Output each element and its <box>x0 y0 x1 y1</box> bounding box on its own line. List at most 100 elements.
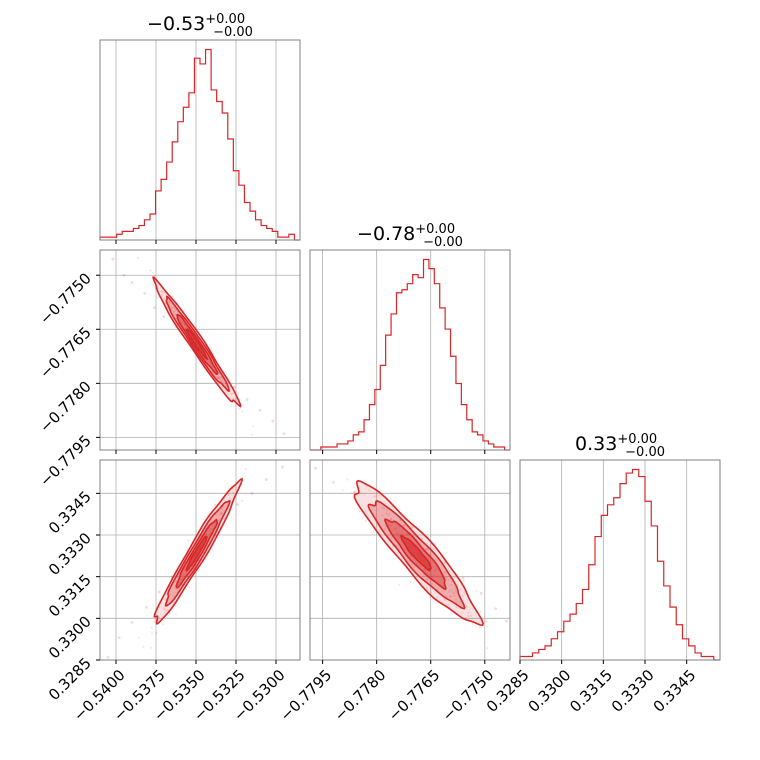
sample-point <box>454 598 457 601</box>
sample-point <box>168 593 171 596</box>
sample-point <box>162 297 165 300</box>
sample-point <box>463 592 466 595</box>
x-tick-label: −0.7765 <box>385 666 444 725</box>
sample-point <box>389 518 393 522</box>
y-tick-label: 0.3345 <box>45 487 95 537</box>
sample-point <box>220 507 224 511</box>
sample-point <box>314 466 317 470</box>
contour-level-3 <box>185 328 209 360</box>
sample-point <box>412 565 415 568</box>
sample-point <box>389 497 392 500</box>
sample-point <box>207 358 210 361</box>
sample-point <box>396 532 399 536</box>
sample-point <box>458 601 461 604</box>
sample-point <box>179 319 182 322</box>
sample-point <box>168 612 171 615</box>
sample-point <box>208 527 211 530</box>
sample-point <box>241 499 244 502</box>
sample-point <box>221 380 224 383</box>
sample-point <box>378 494 381 497</box>
sample-point <box>160 293 164 296</box>
sample-point <box>182 322 185 326</box>
sample-point <box>160 289 163 293</box>
panel-frame <box>99 39 301 241</box>
sample-point <box>395 527 398 530</box>
panel-frame <box>99 459 301 661</box>
sample-point <box>183 574 186 577</box>
sample-point <box>426 577 429 580</box>
x-tick-label: 0.3300 <box>525 666 575 716</box>
sample-point <box>384 527 387 530</box>
y-tick-label: 0.3330 <box>45 529 95 579</box>
sample-point <box>390 517 393 521</box>
sample-point <box>174 580 178 583</box>
sample-point <box>435 568 438 571</box>
contour-level-3 <box>185 535 208 572</box>
sample-point <box>171 295 175 298</box>
histogram-step-2 <box>519 468 720 661</box>
sample-point <box>450 583 453 587</box>
title-minus-error: −0.00 <box>213 25 253 40</box>
sample-point <box>409 555 413 558</box>
sample-point <box>197 569 200 572</box>
sample-point <box>250 433 254 436</box>
sample-point <box>181 573 184 576</box>
sample-point <box>210 519 213 522</box>
sample-point <box>102 245 105 248</box>
sample-point <box>467 615 470 618</box>
title-minus-error: −0.00 <box>625 445 665 460</box>
sample-point <box>211 523 214 527</box>
sample-point <box>494 607 497 611</box>
sample-point <box>162 623 165 626</box>
sample-point <box>387 523 391 527</box>
sample-point <box>150 626 153 629</box>
histogram-panel-1: −0.78+0.00 −0.00 <box>309 222 511 454</box>
sample-point <box>385 512 388 515</box>
sample-point <box>178 317 181 320</box>
sample-point <box>173 309 177 312</box>
sample-point <box>403 524 406 527</box>
panel-title-2: 0.33+0.00 −0.00 <box>575 432 665 460</box>
sample-point <box>424 568 427 572</box>
title-value: −0.53 <box>147 13 205 35</box>
sample-point <box>218 517 221 520</box>
sample-point <box>220 512 223 515</box>
sample-point <box>447 603 450 606</box>
sample-point <box>410 525 413 529</box>
sample-point <box>172 310 176 313</box>
panel-content <box>106 465 284 659</box>
sample-point <box>410 555 413 558</box>
sample-point <box>166 609 170 612</box>
sample-point <box>447 578 450 582</box>
sample-point <box>160 290 163 293</box>
sample-point <box>444 572 447 575</box>
sample-point <box>219 379 223 382</box>
sample-point <box>163 608 166 611</box>
sample-point <box>204 533 208 536</box>
sample-point <box>390 535 393 539</box>
sample-point <box>444 599 447 602</box>
panel-frame <box>519 459 721 661</box>
contour-level-3 <box>400 534 432 572</box>
sample-point <box>450 588 453 592</box>
sample-point <box>186 539 190 542</box>
sample-point <box>397 536 400 539</box>
sample-point <box>419 564 422 567</box>
sample-point <box>430 574 433 577</box>
sample-point <box>479 591 483 595</box>
sample-point <box>162 315 166 319</box>
y-tick-label: −0.7750 <box>36 269 95 328</box>
sample-point <box>137 256 140 260</box>
sample-point <box>445 577 448 580</box>
sample-point <box>469 614 472 618</box>
panel-title-1: −0.78+0.00 −0.00 <box>357 222 463 250</box>
y-axis-labels-1: −0.7795−0.7780−0.7765−0.7750 <box>36 269 95 490</box>
sample-point <box>462 579 465 582</box>
sample-point <box>404 548 407 551</box>
histogram-step-1 <box>310 258 510 451</box>
sample-point <box>364 510 367 513</box>
sample-point <box>171 595 174 598</box>
sample-point <box>353 491 356 494</box>
panel-background <box>310 250 510 450</box>
